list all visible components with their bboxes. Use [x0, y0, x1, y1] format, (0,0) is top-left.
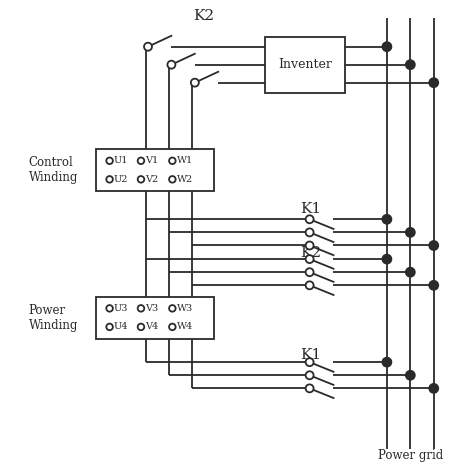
Circle shape	[106, 305, 113, 312]
Text: W4: W4	[177, 322, 193, 331]
Text: U3: U3	[114, 304, 128, 313]
Circle shape	[429, 384, 438, 393]
Circle shape	[306, 255, 314, 263]
Circle shape	[169, 324, 176, 330]
Text: V2: V2	[145, 175, 158, 184]
Bar	[97, 149, 214, 191]
Circle shape	[406, 371, 415, 380]
Circle shape	[306, 268, 314, 276]
Text: K2: K2	[194, 9, 215, 22]
Text: U1: U1	[114, 156, 128, 165]
Text: W2: W2	[177, 175, 193, 184]
Text: Power
Winding: Power Winding	[28, 304, 78, 332]
Circle shape	[191, 79, 199, 87]
Circle shape	[382, 42, 392, 51]
Text: K1: K1	[300, 202, 321, 216]
Circle shape	[137, 158, 144, 164]
Circle shape	[306, 228, 314, 237]
Circle shape	[167, 61, 175, 69]
Circle shape	[306, 281, 314, 289]
Circle shape	[429, 78, 438, 88]
Circle shape	[406, 60, 415, 69]
Circle shape	[306, 358, 314, 366]
Circle shape	[406, 228, 415, 237]
Text: Power grid: Power grid	[378, 449, 443, 462]
Circle shape	[106, 158, 113, 164]
Text: V4: V4	[145, 322, 158, 331]
Circle shape	[137, 305, 144, 312]
Text: K2: K2	[300, 247, 321, 260]
Circle shape	[429, 281, 438, 290]
Circle shape	[306, 241, 314, 249]
Circle shape	[169, 305, 176, 312]
Text: U4: U4	[114, 322, 128, 331]
Circle shape	[306, 371, 314, 379]
Text: V1: V1	[145, 156, 158, 165]
Circle shape	[429, 241, 438, 250]
Circle shape	[306, 385, 314, 392]
Text: Inventer: Inventer	[278, 58, 332, 71]
Text: U2: U2	[114, 175, 128, 184]
Bar	[97, 297, 214, 339]
Circle shape	[382, 215, 392, 224]
Circle shape	[169, 176, 176, 183]
Circle shape	[137, 176, 144, 183]
Text: W1: W1	[177, 156, 193, 165]
Bar	[265, 37, 345, 93]
Circle shape	[106, 324, 113, 330]
Text: K1: K1	[300, 348, 321, 362]
Circle shape	[382, 357, 392, 367]
Circle shape	[144, 43, 152, 50]
Circle shape	[137, 324, 144, 330]
Text: W3: W3	[177, 304, 193, 313]
Circle shape	[306, 215, 314, 223]
Circle shape	[406, 268, 415, 277]
Circle shape	[382, 254, 392, 264]
Circle shape	[106, 176, 113, 183]
Text: V3: V3	[145, 304, 158, 313]
Circle shape	[169, 158, 176, 164]
Text: Control
Winding: Control Winding	[28, 156, 78, 184]
